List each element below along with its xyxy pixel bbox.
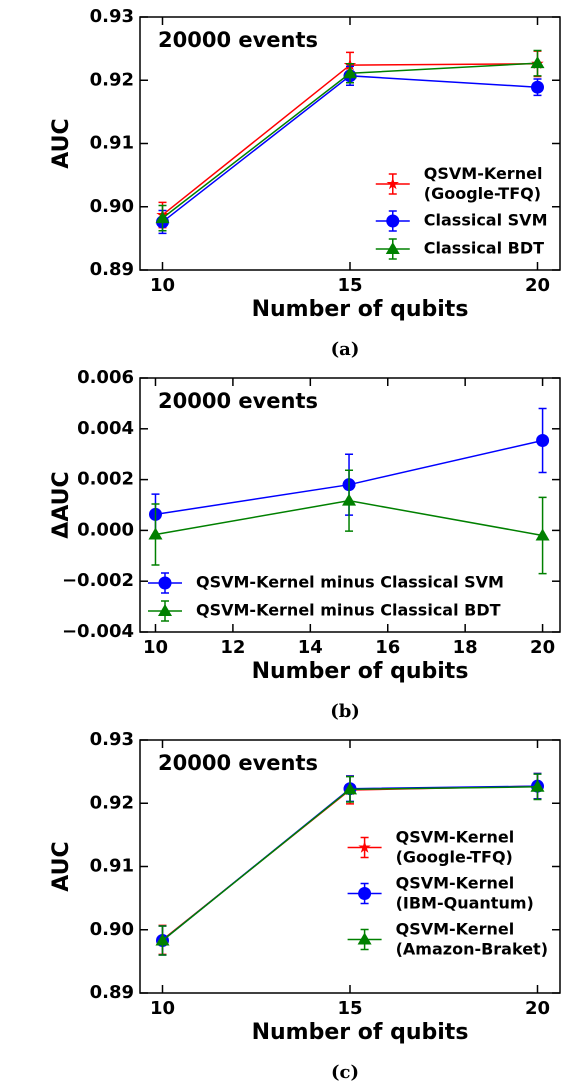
y-axis-label: AUC [49,841,74,891]
panel: 10 12 14 16 18 20 −0.004 −0.002 0.000 0.002 0.004 0… [49,367,561,722]
x-tick-label: 20 [525,998,550,1019]
panel: 10 15 20 0.89 0.90 0.91 0.92 0.93 20000 events Nu… [49,6,561,360]
legend-label: QSVM-Kernel (Google-TFQ) [396,827,520,866]
legend-label: QSVM-Kernel (Amazon-Braket) [396,919,548,958]
x-tick-label: 15 [337,275,362,296]
x-tick-label: 18 [453,637,478,658]
marker [530,779,545,792]
caption: (a) [331,339,360,360]
y-tick-label: 0.002 [77,469,134,490]
y-tick-label: −0.004 [62,621,134,642]
x-axis-label: Number of qubits [252,659,469,684]
y-axis-label: AUC [49,118,74,168]
x-axis-label: Number of qubits [252,297,469,322]
annotation: 20000 events [158,389,318,413]
x-tick-label: 20 [525,275,550,296]
marker [531,80,544,94]
y-tick-label: 0.91 [90,133,134,154]
marker [148,527,163,540]
y-tick-label: 0.93 [90,729,134,750]
y-tick-label: 0.90 [90,919,134,940]
marker [343,782,357,795]
y-tick-label: 0.90 [90,196,134,217]
marker [358,841,371,853]
x-tick-label: 12 [220,637,245,658]
x-axis-label: Number of qubits [252,1020,469,1045]
marker [530,56,545,69]
marker [357,932,372,945]
x-tick-label: 14 [298,637,323,658]
marker [386,214,400,228]
x-tick-label: 15 [337,998,362,1019]
marker [358,887,372,900]
legend-label: QSVM-Kernel minus Classical BDT [196,601,501,620]
y-tick-label: 0.006 [77,367,134,388]
marker [342,493,357,506]
marker [158,576,172,590]
x-tick-label: 10 [150,998,175,1019]
annotation: 20000 events [158,28,318,52]
y-axis-label: ΔAUC [49,471,74,538]
y-tick-label: 0.92 [90,69,134,90]
y-tick-label: 0.000 [77,519,134,540]
legend: QSVM-Kernel (Google-TFQ) Classical SVM Cla… [375,164,548,260]
x-tick-label: 20 [530,637,555,658]
caption: (b) [330,701,360,722]
panel: 10 15 20 0.89 0.90 0.91 0.92 0.93 20000 events Nu… [49,729,561,1083]
marker [343,66,357,79]
legend-label: Classical BDT [424,239,544,258]
marker [536,433,550,447]
marker [155,933,170,946]
y-tick-label: 0.92 [90,792,134,813]
x-tick-label: 10 [143,637,168,658]
plot-frame [139,377,561,633]
marker [158,604,172,616]
legend-label: Classical SVM [424,211,548,230]
x-tick-label: 16 [375,637,400,658]
y-tick-label: 0.89 [90,259,134,280]
legend: QSVM-Kernel minus Classical SVM QSVM-Kern… [148,572,504,622]
marker [155,211,170,224]
y-tick-label: 0.89 [90,982,134,1003]
legend-label: QSVM-Kernel (Google-TFQ) [424,164,548,203]
y-tick-label: 0.93 [90,6,134,27]
y-tick-label: 0.91 [90,856,134,877]
annotation: 20000 events [158,751,318,775]
marker [385,242,400,254]
legend-label: QSVM-Kernel (IBM-Quantum) [396,873,534,912]
marker [386,177,399,190]
marker [535,528,550,541]
y-tick-label: 0.004 [77,418,134,439]
legend: QSVM-Kernel (Google-TFQ) QSVM-Kernel (IBM… [347,827,548,958]
x-tick-label: 10 [150,275,175,296]
legend-label: QSVM-Kernel minus Classical SVM [196,573,504,592]
caption: (c) [331,1062,359,1083]
y-tick-label: −0.002 [62,570,134,591]
